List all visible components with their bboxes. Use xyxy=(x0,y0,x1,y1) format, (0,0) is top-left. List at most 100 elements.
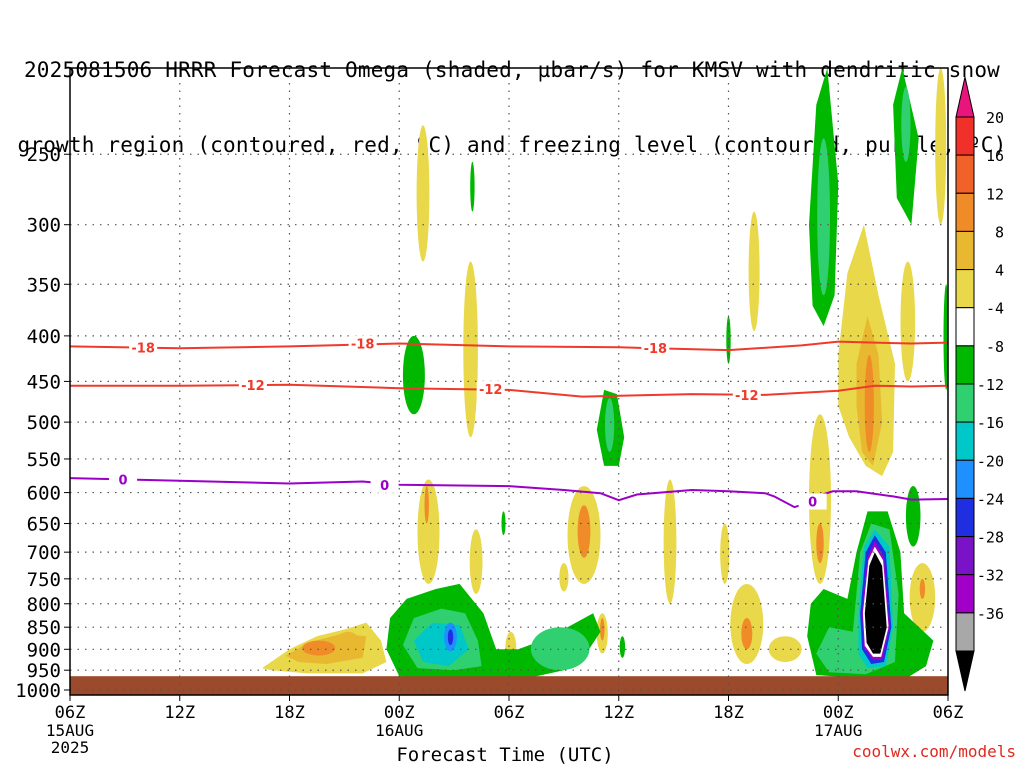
sinking-blob xyxy=(768,636,802,662)
y-tick-label: 750 xyxy=(27,569,61,591)
contour-label-bg xyxy=(476,381,505,398)
x-tick-label: 06Z xyxy=(55,703,86,723)
y-tick-label: 400 xyxy=(27,326,61,348)
rising-blob xyxy=(619,636,626,658)
colorbar-segment xyxy=(955,230,975,270)
rising-core-extreme xyxy=(864,552,887,654)
colorbar-label: -16 xyxy=(977,414,1004,432)
sinking-core xyxy=(741,618,753,650)
contour-label-bg xyxy=(109,471,138,488)
contour-label: 0 xyxy=(380,479,389,494)
x-tick-date: 15AUG xyxy=(46,721,94,740)
colorbar-segment xyxy=(955,269,975,309)
rising-core-teal xyxy=(605,398,615,452)
contour-line xyxy=(70,340,948,352)
omega-shading xyxy=(262,68,948,679)
credit-text: coolwx.com/models xyxy=(852,742,1016,761)
colorbar-label: -28 xyxy=(977,529,1004,547)
colorbar-label: -20 xyxy=(977,452,1004,470)
colorbar-label: -12 xyxy=(977,376,1004,394)
sinking-core xyxy=(919,578,926,599)
contour-label: -12 xyxy=(735,389,759,404)
colorbar-segment xyxy=(955,612,975,652)
colorbar-bottom-arrow xyxy=(955,650,975,692)
colorbar-segment xyxy=(955,307,975,347)
contour-label-bg xyxy=(798,493,827,510)
contour-line xyxy=(70,383,948,398)
y-tick-label: 450 xyxy=(27,371,61,393)
colorbar-label: -36 xyxy=(977,605,1004,623)
colorbar-segment xyxy=(955,192,975,232)
colorbar-label: 20 xyxy=(986,109,1004,127)
ground-fill xyxy=(70,676,948,695)
sinking-blob xyxy=(417,479,440,584)
x-tick-label: 18Z xyxy=(274,703,305,723)
y-tick-label: 800 xyxy=(27,594,61,616)
rising-blob xyxy=(501,511,506,536)
colorbar-segment xyxy=(955,154,975,194)
y-tick-label: 850 xyxy=(27,617,61,639)
contour-label-bg xyxy=(370,476,399,493)
sinking-core xyxy=(864,354,874,452)
sinking-blob xyxy=(720,523,730,584)
colorbar-label: 16 xyxy=(986,147,1004,165)
y-tick-label: 250 xyxy=(27,144,61,166)
colorbar-segment xyxy=(955,116,975,156)
colorbar-label: 8 xyxy=(995,223,1004,241)
contour-label: 0 xyxy=(808,496,817,511)
sinking-blob xyxy=(748,211,760,331)
y-tick-label: 350 xyxy=(27,274,61,296)
contour-label: -18 xyxy=(351,338,375,353)
y-axis: 2503003504004505005506006507007508008509… xyxy=(15,144,70,702)
x-tick-label: 12Z xyxy=(164,703,195,723)
contour-label-bg xyxy=(348,335,377,352)
y-tick-label: 550 xyxy=(27,449,61,471)
contour-label-bg xyxy=(641,340,670,357)
y-tick-label: 650 xyxy=(27,514,61,536)
colorbar-label: -32 xyxy=(977,567,1004,585)
y-tick-label: 900 xyxy=(27,639,61,661)
upper-sinking-blob xyxy=(416,125,430,262)
rising-core-dark xyxy=(447,629,454,645)
colorbar-segment xyxy=(955,574,975,614)
upper-rising-teal xyxy=(817,138,830,296)
y-tick-label: 1000 xyxy=(15,680,61,702)
rising-blob xyxy=(905,486,921,547)
y-tick-label: 700 xyxy=(27,542,61,564)
colorbar-segment xyxy=(955,383,975,423)
y-tick-label: 500 xyxy=(27,412,61,434)
contour-label-bg xyxy=(129,339,158,356)
rising-blob xyxy=(943,284,948,390)
colorbar-segment xyxy=(955,536,975,576)
sinking-core xyxy=(424,486,429,524)
colorbar-segment xyxy=(955,459,975,499)
sinking-blob xyxy=(900,261,916,382)
colorbar-label: -4 xyxy=(986,300,1004,318)
upper-rising-teal xyxy=(901,86,911,162)
contour-label-bg xyxy=(238,376,267,393)
ground-layer xyxy=(70,676,948,695)
x-axis-label: Forecast Time (UTC) xyxy=(396,744,614,766)
colorbar-label: 12 xyxy=(986,185,1004,203)
x-tick-year: 2025 xyxy=(51,738,90,757)
x-tick-label: 12Z xyxy=(603,703,634,723)
y-tick-label: 600 xyxy=(27,483,61,505)
y-tick-label: 950 xyxy=(27,660,61,682)
x-tick-label: 06Z xyxy=(494,703,525,723)
sinking-blob xyxy=(935,68,947,225)
rising-region-teal xyxy=(530,627,590,671)
contour-lines: -18 -18 -18 -12 -12 -12 0 0 0 xyxy=(70,335,948,511)
chart-title: 2025081506 HRRR Forecast Omega (shaded, … xyxy=(0,8,1024,183)
sinking-core-orange xyxy=(302,640,336,656)
colorbar-label: 4 xyxy=(995,262,1004,280)
contour-label: -18 xyxy=(131,341,155,356)
colorbar-segment xyxy=(955,497,975,537)
contour-label: -18 xyxy=(644,342,668,357)
contour-label: -12 xyxy=(479,383,503,398)
sinking-blob xyxy=(559,563,569,592)
x-tick-date: 16AUG xyxy=(375,721,423,740)
colorbar-top-arrow xyxy=(955,76,975,118)
rising-blob xyxy=(726,316,731,364)
